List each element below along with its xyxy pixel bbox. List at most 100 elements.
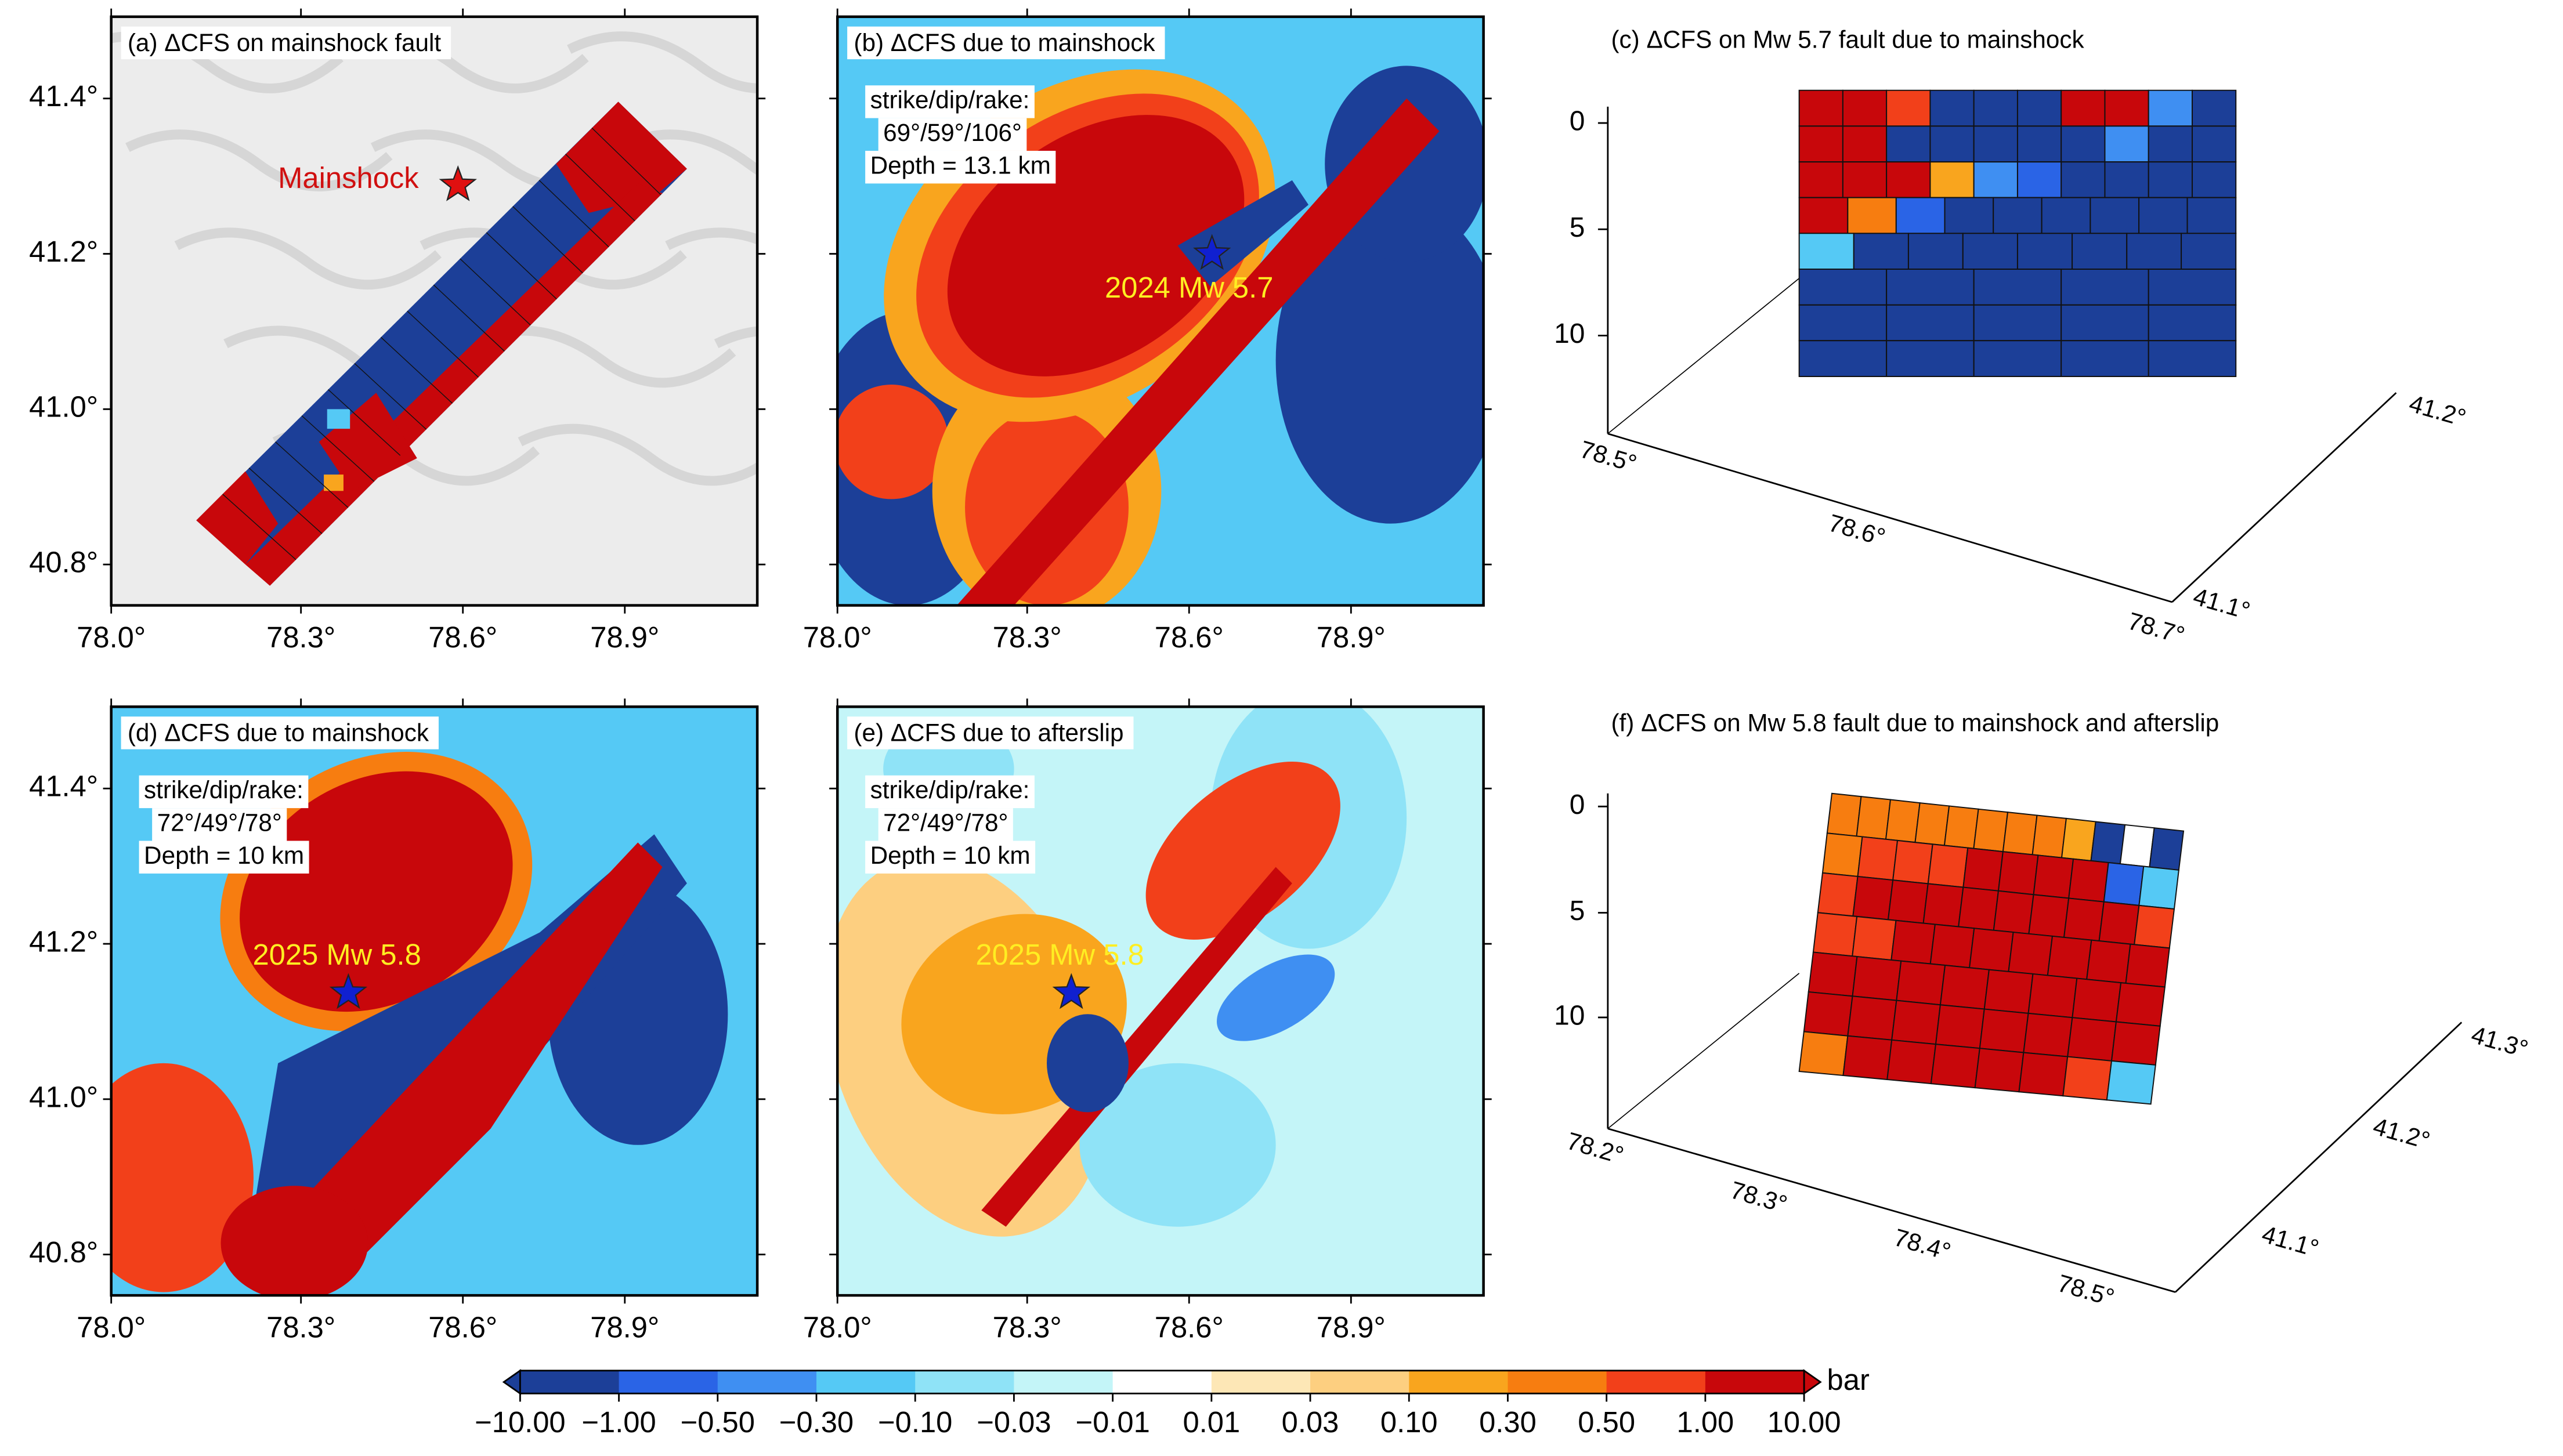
colorbar-label: 0.50 bbox=[1578, 1406, 1635, 1439]
mechanism-text: strike/dip/rake: bbox=[870, 86, 1030, 114]
stress-lobe bbox=[1145, 761, 1340, 940]
ridge bbox=[111, 31, 344, 93]
y-tick-label: 41.4° bbox=[29, 79, 98, 113]
fault-patch bbox=[2062, 1056, 2113, 1101]
fault-patch bbox=[1821, 832, 1863, 878]
fault-patch bbox=[1798, 89, 1843, 127]
fault-patch bbox=[2063, 897, 2105, 942]
x-tick-label: 78.3° bbox=[993, 1311, 1062, 1344]
fault-patch bbox=[2148, 304, 2237, 342]
fault-patch bbox=[2192, 125, 2237, 163]
fault-patch bbox=[1962, 233, 2018, 270]
stress-lobe bbox=[1047, 1014, 1129, 1113]
fault-patch bbox=[2060, 125, 2106, 163]
fault-patch bbox=[1973, 808, 2009, 853]
y-tick-label: 41.0° bbox=[29, 390, 98, 423]
fault-grid bbox=[328, 389, 401, 456]
fault-patch bbox=[1817, 872, 1859, 917]
x-tick-label: 78.3° bbox=[266, 1311, 335, 1344]
fault-patch bbox=[2149, 827, 2185, 871]
fault-grid bbox=[460, 258, 531, 326]
fault-patch bbox=[2148, 125, 2193, 163]
ridge bbox=[174, 227, 442, 290]
box-edge bbox=[1607, 973, 1800, 1129]
colorbar-bin bbox=[915, 1370, 1015, 1394]
fault-patch bbox=[2060, 161, 2106, 198]
fault-patch bbox=[1842, 125, 1888, 163]
lon-tick-label: 78.3° bbox=[1727, 1176, 1790, 1218]
mechanism-box bbox=[139, 775, 309, 809]
fault-patch bbox=[2060, 340, 2149, 377]
fault-patch bbox=[1798, 125, 1843, 163]
annotation: 2024 Mw 5.7 bbox=[1105, 271, 1273, 304]
x-tick-label: 78.9° bbox=[590, 1311, 659, 1344]
fault-patch bbox=[2031, 814, 2067, 859]
y-tick-label: 40.8° bbox=[29, 1236, 98, 1269]
fault-plane bbox=[196, 102, 687, 586]
colorbar-bin bbox=[1014, 1370, 1114, 1394]
fault-patch bbox=[1973, 89, 2018, 127]
fault-patch bbox=[2033, 854, 2074, 899]
fault-patch bbox=[1886, 125, 1931, 163]
ridge bbox=[616, 129, 758, 176]
fault-patch bbox=[1979, 1008, 2029, 1053]
fault-patch bbox=[1944, 197, 1994, 234]
fault-patch bbox=[1997, 851, 2039, 896]
colorbar-bin bbox=[1211, 1370, 1311, 1394]
lon-tick-label: 78.5° bbox=[2055, 1269, 2117, 1312]
fault-patch bbox=[1798, 1031, 1849, 1077]
fault-patch bbox=[2138, 197, 2188, 234]
mechanism-box bbox=[865, 841, 1036, 874]
y-tick-label: 40.8° bbox=[29, 546, 98, 579]
fault-patch bbox=[1847, 197, 1897, 234]
mechanism-text: strike/dip/rake: bbox=[144, 776, 303, 803]
lon-axis bbox=[1607, 1128, 2176, 1293]
box-edge bbox=[1607, 278, 1800, 434]
fault-patch bbox=[2027, 973, 2078, 1019]
fault-patch bbox=[319, 393, 417, 491]
colorbar-bin bbox=[1508, 1370, 1607, 1394]
depth-tick-label: 0 bbox=[1570, 106, 1585, 137]
fault-patch bbox=[1891, 999, 1941, 1045]
mechanism-text: Depth = 10 km bbox=[144, 842, 304, 869]
y-tick-label: 41.2° bbox=[29, 235, 98, 268]
annotation: Mainshock bbox=[278, 161, 419, 194]
fault-patch bbox=[1812, 912, 1858, 957]
fault-patch bbox=[2110, 1021, 2161, 1066]
fault-patch bbox=[2028, 894, 2070, 939]
colorbar-bin bbox=[1606, 1370, 1706, 1394]
map-field bbox=[111, 707, 758, 1296]
stress-band bbox=[262, 842, 663, 1260]
mechanism-box bbox=[865, 85, 1035, 118]
fault-patch bbox=[2016, 125, 2062, 163]
colorbar-bin bbox=[1310, 1370, 1410, 1394]
fault-grid bbox=[407, 310, 479, 378]
y-tick-label: 41.4° bbox=[29, 770, 98, 803]
fault-patch bbox=[1929, 125, 1975, 163]
x-tick-label: 78.9° bbox=[590, 621, 659, 654]
fault-patch bbox=[1842, 89, 1888, 127]
fault-patch bbox=[2138, 865, 2179, 910]
colorbar-label: 1.00 bbox=[1677, 1406, 1734, 1439]
fault-patch bbox=[1842, 161, 1888, 198]
fault-patch bbox=[1929, 923, 1975, 969]
x-tick-label: 78.0° bbox=[77, 621, 146, 654]
fault-patch bbox=[1852, 955, 1902, 1001]
fault-patch bbox=[2008, 931, 2054, 976]
x-tick-label: 78.6° bbox=[1155, 1311, 1224, 1344]
fault-patch bbox=[2148, 161, 2193, 198]
depth-tick-label: 10 bbox=[1554, 1001, 1585, 1031]
colorbar-bin bbox=[1112, 1370, 1212, 1394]
fault-patch bbox=[1907, 233, 1964, 270]
x-tick-label: 78.6° bbox=[428, 621, 497, 654]
panel-title: (d) ΔCFS due to mainshock bbox=[128, 719, 429, 746]
fault-patch bbox=[1886, 304, 1975, 342]
colorbar-bin bbox=[1705, 1370, 1805, 1394]
fault-patch bbox=[2072, 977, 2122, 1023]
colorbar-label: −0.10 bbox=[878, 1406, 952, 1439]
colorbar-label: −0.01 bbox=[1075, 1406, 1149, 1439]
title-box bbox=[847, 26, 1165, 60]
lon-tick-label: 78.7° bbox=[2125, 607, 2188, 649]
fault-patch bbox=[1852, 915, 1897, 961]
